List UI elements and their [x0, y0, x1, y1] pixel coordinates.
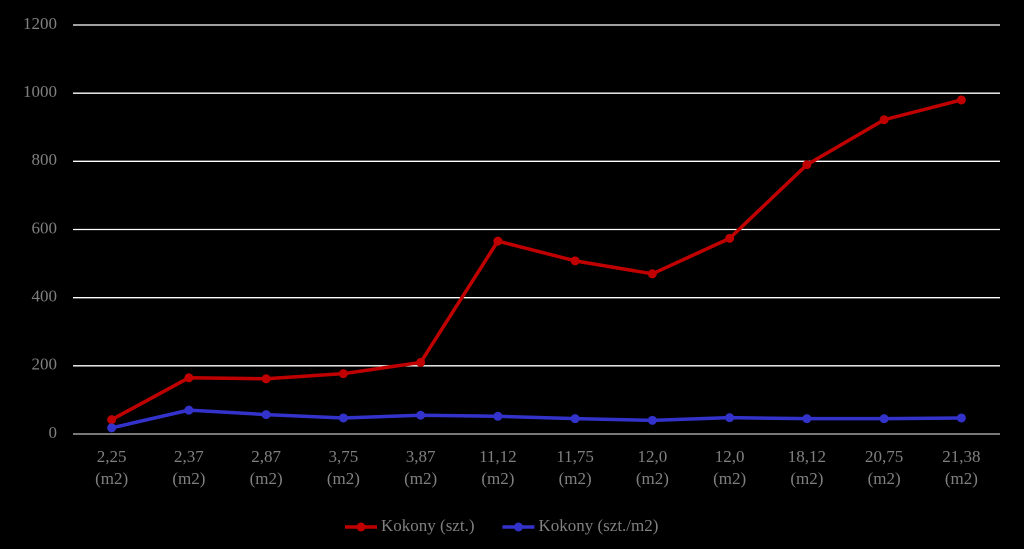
data-point — [107, 423, 117, 433]
data-point — [416, 410, 426, 420]
data-point — [184, 405, 194, 415]
y-tick-label: 1000 — [23, 82, 57, 101]
data-point — [879, 414, 889, 424]
data-point — [647, 269, 657, 279]
series-line — [111, 408, 962, 430]
y-tick-label: 600 — [32, 218, 58, 237]
data-point — [570, 256, 580, 266]
data-point — [493, 236, 503, 246]
data-point — [107, 415, 117, 425]
y-tick-label: 200 — [32, 355, 58, 374]
data-point — [725, 413, 735, 423]
x-tick-label: 3,75 (m2) — [326, 447, 360, 488]
x-tick-label: 12,0 (m2) — [635, 447, 669, 488]
y-tick-label: 1200 — [23, 14, 57, 33]
data-point — [184, 373, 194, 383]
data-point — [956, 413, 966, 423]
legend-label: Kokony (szt./m2) — [538, 516, 658, 535]
data-point — [647, 415, 657, 425]
data-point — [338, 413, 348, 423]
data-point — [879, 115, 889, 125]
data-point — [802, 160, 812, 170]
data-point — [338, 369, 348, 379]
data-point — [570, 414, 580, 424]
x-tick-label: 2,87 (m2) — [249, 447, 283, 488]
data-point — [416, 357, 426, 367]
data-point — [261, 374, 271, 384]
data-point — [725, 233, 735, 243]
legend-marker — [513, 522, 523, 532]
x-tick-label: 12,0 (m2) — [713, 447, 747, 488]
y-tick-label: 800 — [32, 150, 58, 169]
legend-marker — [356, 522, 366, 532]
x-tick-label: 11,12 (m2) — [479, 447, 517, 488]
data-point — [802, 414, 812, 424]
y-tick-label: 0 — [49, 423, 58, 442]
x-tick-label: 20,75 (m2) — [865, 447, 904, 488]
data-point — [261, 410, 271, 420]
x-tick-label: 11,75 (m2) — [556, 447, 594, 488]
x-tick-label: 21,38 (m2) — [942, 447, 981, 488]
legend-label: Kokony (szt.) — [381, 516, 474, 535]
y-tick-label: 400 — [32, 287, 58, 306]
x-tick-label: 2,37 (m2) — [172, 447, 206, 488]
x-tick-label: 2,25 (m2) — [95, 447, 129, 488]
data-point — [956, 95, 966, 105]
x-tick-label: 18,12 (m2) — [787, 447, 826, 488]
x-tick-label: 3,87 (m2) — [404, 447, 438, 488]
series-line — [110, 98, 962, 422]
data-point — [493, 411, 503, 421]
